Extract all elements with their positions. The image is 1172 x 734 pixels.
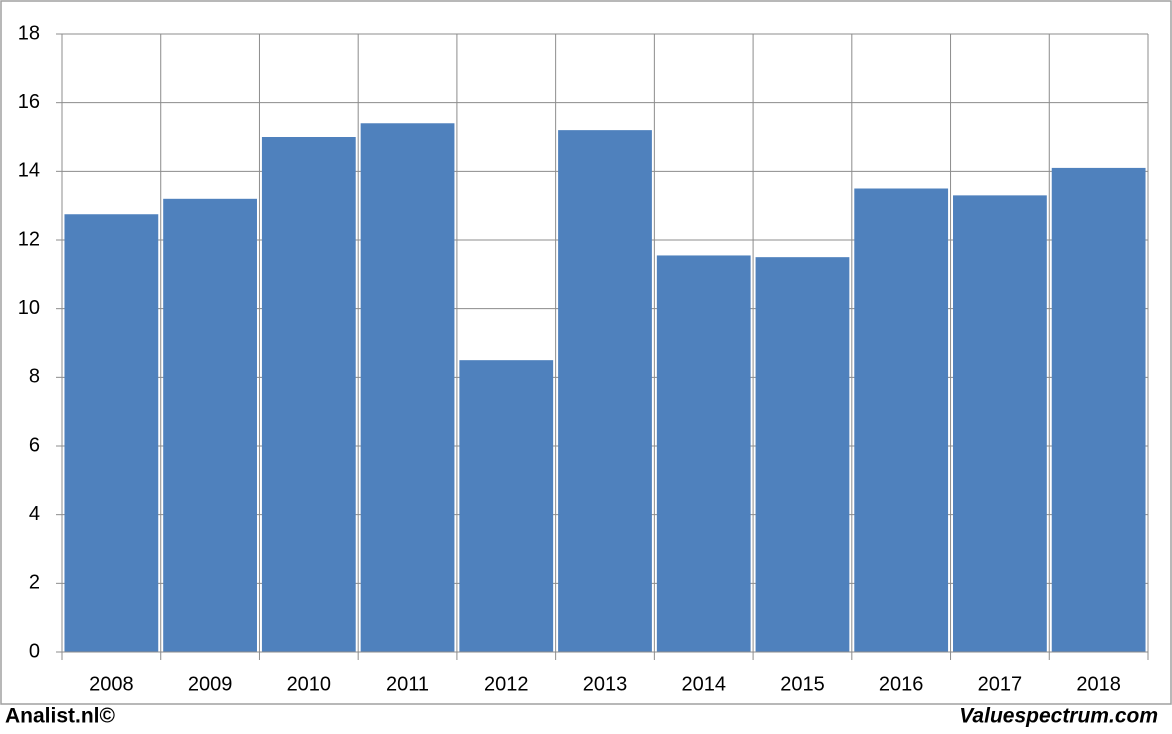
y-tick-label: 6 bbox=[29, 434, 40, 456]
x-tick-label: 2016 bbox=[879, 673, 924, 695]
y-tick-label: 16 bbox=[18, 91, 40, 113]
bar bbox=[656, 255, 751, 652]
x-tick-label: 2011 bbox=[386, 673, 429, 695]
y-tick-label: 18 bbox=[18, 22, 40, 44]
x-tick-label: 2017 bbox=[978, 673, 1023, 695]
y-tick-label: 2 bbox=[29, 572, 40, 594]
y-tick-label: 0 bbox=[29, 640, 40, 662]
x-tick-label: 2008 bbox=[89, 673, 134, 695]
bar bbox=[64, 214, 159, 652]
credit-left: Analist.nl© bbox=[5, 705, 116, 728]
x-tick-label: 2014 bbox=[681, 673, 726, 695]
x-tick-label: 2009 bbox=[188, 673, 233, 695]
bar bbox=[755, 257, 850, 652]
y-tick-label: 10 bbox=[18, 297, 40, 319]
x-tick-label: 2018 bbox=[1076, 673, 1121, 695]
y-tick-label: 14 bbox=[18, 160, 40, 182]
x-tick-label: 2012 bbox=[484, 673, 529, 695]
bar bbox=[953, 195, 1047, 652]
y-tick-label: 8 bbox=[29, 366, 40, 388]
bar bbox=[854, 188, 949, 652]
bar bbox=[261, 137, 356, 652]
x-tick-label: 2013 bbox=[583, 673, 628, 695]
y-tick-label: 4 bbox=[29, 503, 40, 525]
x-tick-label: 2010 bbox=[287, 673, 332, 695]
x-tick-label: 2015 bbox=[780, 673, 825, 695]
credit-right: Valuespectrum.com bbox=[959, 705, 1158, 728]
bar bbox=[459, 360, 554, 652]
bar bbox=[1051, 167, 1146, 652]
bar bbox=[360, 123, 455, 653]
bar bbox=[163, 198, 257, 653]
bar bbox=[558, 130, 652, 653]
y-tick-label: 12 bbox=[18, 228, 40, 250]
